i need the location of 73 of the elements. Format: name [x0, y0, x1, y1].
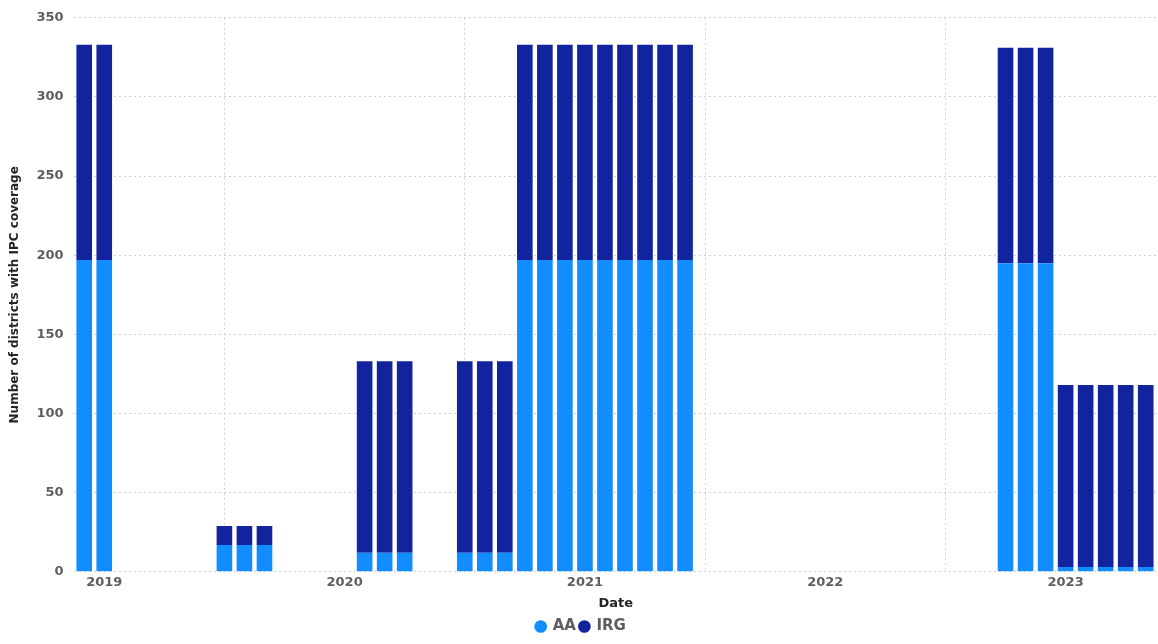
bar — [537, 259, 553, 572]
bar — [997, 47, 1014, 264]
legend-label: AA — [552, 616, 577, 635]
bar — [1037, 47, 1054, 264]
y-tick-label: 250 — [36, 167, 64, 183]
bar — [1037, 263, 1054, 572]
bar — [396, 552, 413, 572]
bar — [637, 259, 653, 572]
bar — [617, 44, 633, 260]
bar — [577, 259, 593, 572]
bar — [1017, 47, 1034, 264]
y-axis-title: Number of districts with IPC coverage — [7, 166, 22, 424]
bar — [597, 259, 613, 572]
bar — [617, 259, 633, 572]
y-tick-label: 100 — [36, 404, 64, 420]
bar — [216, 525, 233, 545]
bar — [497, 552, 513, 572]
bar — [256, 525, 273, 545]
bar — [456, 361, 473, 553]
bar — [1057, 385, 1074, 568]
x-tick-label: 2020 — [326, 573, 363, 589]
bar — [76, 44, 93, 260]
bar — [456, 552, 473, 572]
bar — [1137, 385, 1154, 568]
bar — [476, 552, 493, 572]
bar — [396, 361, 413, 553]
bar — [597, 44, 613, 260]
bar — [537, 44, 553, 260]
bar — [96, 44, 113, 260]
y-tick-label: 200 — [36, 246, 64, 262]
bar — [476, 361, 493, 553]
y-tick-label: 350 — [36, 9, 64, 25]
y-tick-label: 50 — [45, 484, 64, 500]
bar — [677, 44, 693, 260]
bar — [497, 361, 513, 553]
bar — [1077, 385, 1094, 568]
x-tick-label: 2023 — [1047, 573, 1084, 589]
bar — [637, 44, 653, 260]
bar — [76, 259, 93, 572]
y-tick-label: 0 — [54, 563, 64, 579]
y-tick-label: 150 — [36, 325, 64, 341]
x-tick-label: 2021 — [566, 573, 604, 589]
bar — [557, 44, 573, 260]
bar — [1097, 567, 1114, 572]
bar — [216, 544, 233, 572]
bar — [517, 44, 533, 260]
bar — [96, 259, 113, 572]
bar — [677, 259, 693, 572]
bar — [1017, 263, 1034, 572]
bar — [577, 44, 593, 260]
bar — [1077, 567, 1094, 572]
bar — [1117, 567, 1134, 572]
x-axis-title: Date — [598, 594, 634, 610]
bar — [356, 361, 373, 553]
y-tick-label: 300 — [36, 88, 64, 104]
legend-label: IRG — [596, 616, 626, 635]
bar — [236, 525, 253, 545]
bar — [376, 361, 393, 553]
bar — [657, 44, 673, 260]
bar — [256, 544, 273, 572]
bar — [236, 544, 253, 572]
bar — [1057, 567, 1074, 572]
bar — [517, 259, 533, 572]
bar — [657, 259, 673, 572]
x-tick-label: 2022 — [807, 573, 844, 589]
bar — [1117, 385, 1134, 568]
bar — [1137, 567, 1154, 572]
bar — [997, 263, 1014, 572]
x-tick-label: 2019 — [86, 573, 123, 589]
bar — [356, 552, 373, 572]
bar — [557, 259, 573, 572]
bar — [376, 552, 393, 572]
bar — [1097, 385, 1114, 568]
